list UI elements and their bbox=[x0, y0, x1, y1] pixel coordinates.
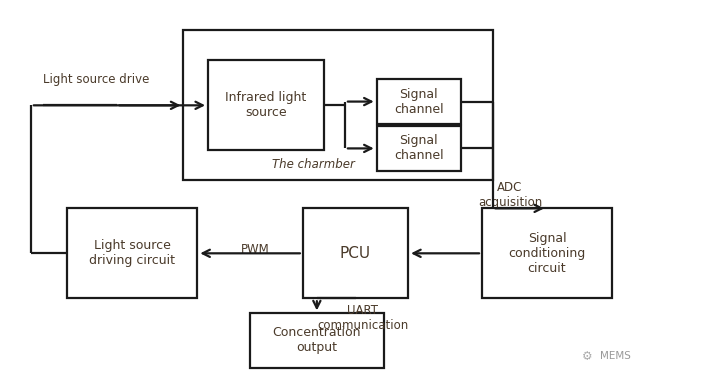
Text: Signal
channel: Signal channel bbox=[394, 134, 444, 162]
Text: Light source drive: Light source drive bbox=[43, 73, 149, 85]
Text: ADC
acquisition: ADC acquisition bbox=[478, 181, 542, 209]
Text: Light source
driving circuit: Light source driving circuit bbox=[90, 239, 176, 267]
Text: Signal
channel: Signal channel bbox=[394, 88, 444, 116]
Bar bbox=[303, 208, 408, 298]
Text: Concentration
output: Concentration output bbox=[272, 326, 361, 354]
Bar bbox=[482, 208, 612, 298]
Text: PWM: PWM bbox=[241, 243, 270, 256]
Text: ⚙: ⚙ bbox=[582, 350, 593, 363]
Text: Signal
conditioning
circuit: Signal conditioning circuit bbox=[508, 232, 586, 275]
Bar bbox=[377, 79, 461, 124]
Bar bbox=[68, 208, 198, 298]
Text: Infrared light
source: Infrared light source bbox=[225, 91, 306, 119]
Bar bbox=[377, 126, 461, 171]
Bar bbox=[250, 313, 384, 368]
Text: The charmber: The charmber bbox=[272, 158, 355, 171]
Bar bbox=[183, 30, 493, 180]
Text: UART
communication: UART communication bbox=[317, 304, 408, 332]
Text: PCU: PCU bbox=[340, 246, 371, 261]
Text: MEMS: MEMS bbox=[600, 351, 631, 361]
Bar bbox=[208, 61, 324, 150]
